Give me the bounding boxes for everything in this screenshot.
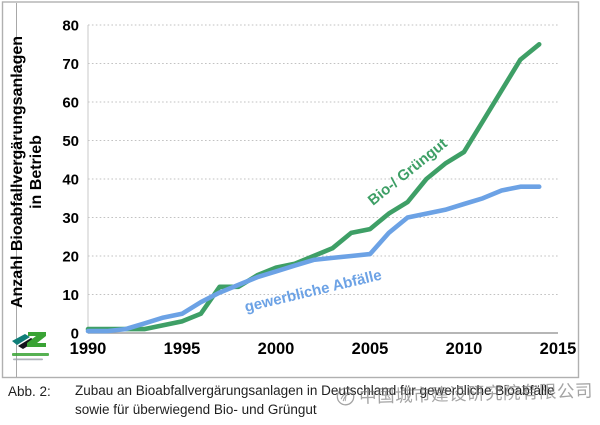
caption-label: Abb. 2:	[8, 384, 51, 399]
caption-line1: Zubau an Bioabfallvergärungsanlagen in D…	[75, 383, 555, 398]
y-tick-label: 0	[71, 326, 79, 343]
series-line-bio-gruengut	[85, 41, 542, 332]
x-tick-label: 2000	[258, 340, 295, 358]
x-tick-label: 2010	[446, 340, 483, 358]
y-tick-label: 70	[62, 56, 79, 73]
y-tick-label: 20	[62, 249, 79, 266]
logo-text-line	[12, 353, 49, 356]
x-tick-label: 1990	[70, 340, 107, 358]
y-tick-label: 50	[62, 133, 79, 150]
figure-caption: Abb. 2: Zubau an Bioabfallvergärungsanla…	[0, 381, 600, 419]
figure-border	[1, 1, 580, 379]
caption-line2: sowie für überwiegend Bio- und Grüngut	[75, 402, 317, 417]
series-line-gewerbliche-abfaelle	[85, 184, 542, 334]
logo-teal-facet	[12, 334, 30, 345]
y-tick-label: 40	[62, 172, 79, 189]
x-tick-label: 1995	[164, 340, 201, 358]
institute-logo	[12, 332, 49, 361]
logo-green-z	[27, 332, 46, 347]
y-axis-title-line2: in Betrieb	[28, 135, 45, 209]
tick-labels: 0 10 20 30 40 50 60 70 80 1990 1995 2000 2005 2010 201…	[62, 18, 576, 359]
y-axis-title-line1: Anzahl Bioabfallvergärungsanlagen	[9, 36, 26, 308]
y-tick-label: 80	[62, 18, 79, 35]
x-tick-label: 2005	[352, 340, 389, 358]
biowaste-plants-chart: 0 10 20 30 40 50 60 70 80 1990 1995 2000 2005 2010 201…	[1, 1, 580, 379]
series-lines	[85, 41, 542, 334]
gridlines	[87, 24, 558, 334]
y-tick-label: 10	[62, 287, 79, 304]
y-tick-label: 60	[62, 95, 79, 112]
logo-subtext-line	[13, 358, 43, 361]
y-tick-label: 30	[62, 210, 79, 227]
x-tick-label: 2015	[540, 340, 577, 358]
